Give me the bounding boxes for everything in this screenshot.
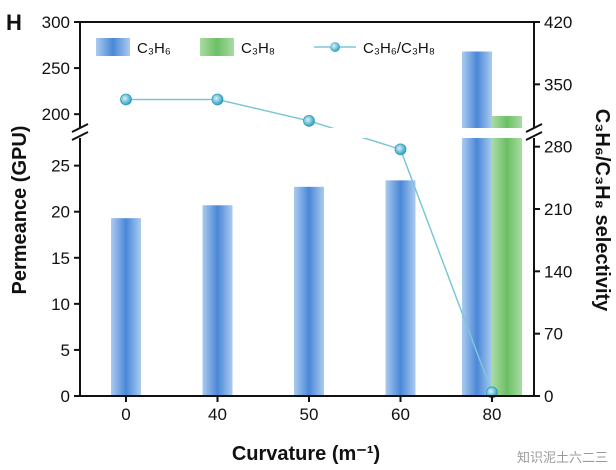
bar-c3h6: [202, 205, 233, 396]
legend-label-c3h8: C₃H₈: [241, 40, 275, 57]
bar-c3h6: [462, 51, 492, 396]
y-axis-title: Permeance (GPU): [9, 126, 31, 295]
selectivity-line-layer: [120, 93, 498, 399]
y-tick-label: 300: [42, 13, 70, 32]
x-axis-title: Curvature (m⁻¹): [232, 443, 380, 465]
legend: C₃H₆ C₃H₈ C₃H₆/C₃H₈: [96, 38, 435, 57]
y2-tick-label: 280: [544, 138, 572, 157]
y-tick-label: 250: [42, 59, 70, 78]
bar-layer: [111, 51, 522, 396]
watermark: 知识泥土六二三: [517, 450, 608, 466]
legend-swatch-c3h8: [200, 38, 234, 56]
selectivity-point: [120, 93, 132, 106]
selectivity-point: [211, 93, 224, 106]
selectivity-point: [394, 143, 407, 156]
y-tick-label: 200: [42, 105, 70, 124]
legend-marker-selectivity: [330, 42, 340, 52]
y2-tick-label: 420: [544, 13, 572, 32]
y2-tick-label: 350: [544, 75, 572, 94]
y-tick-label: 10: [51, 295, 70, 314]
axis-break-mark-right-lower: [525, 131, 543, 141]
x-tick-label: 60: [391, 405, 410, 424]
x-tick-label: 0: [121, 405, 130, 424]
bar-c3h8: [492, 116, 522, 396]
bar-c3h6: [111, 218, 141, 396]
y2-tick-label: 210: [544, 200, 572, 219]
axis-break-mark-left-upper: [71, 123, 89, 133]
bar-c3h6: [294, 186, 324, 396]
y2-axis-title: C₃H₆/C₃H₈ selectivity: [591, 109, 613, 312]
y2-tick-label: 0: [544, 387, 553, 406]
y2-tick-label: 140: [544, 262, 572, 281]
axis-break-mark-left-lower: [71, 131, 89, 141]
selectivity-point: [303, 114, 315, 127]
panel-label: H: [6, 10, 22, 35]
legend-swatch-c3h6: [96, 38, 130, 56]
x-tick-label: 40: [208, 405, 227, 424]
tick-layer: 0 40 50 60 80 0 5 10 15 20 25 200 250 300 0 70 140 210 280…: [42, 13, 573, 424]
axis-break-mark-right-upper: [525, 123, 543, 133]
bar-c3h6: [385, 180, 416, 396]
legend-label-selectivity: C₃H₆/C₃H₈: [363, 40, 435, 57]
y-tick-label: 5: [61, 341, 70, 360]
legend-label-c3h6: C₃H₆: [137, 40, 171, 57]
y2-tick-label: 70: [544, 325, 563, 344]
x-tick-label: 80: [483, 405, 502, 424]
axis-break-gap: [70, 128, 550, 138]
y-tick-label: 25: [51, 157, 70, 176]
y-tick-label: 20: [51, 203, 70, 222]
x-tick-label: 50: [300, 405, 319, 424]
y-tick-label: 0: [61, 387, 70, 406]
y-tick-label: 15: [51, 249, 70, 268]
